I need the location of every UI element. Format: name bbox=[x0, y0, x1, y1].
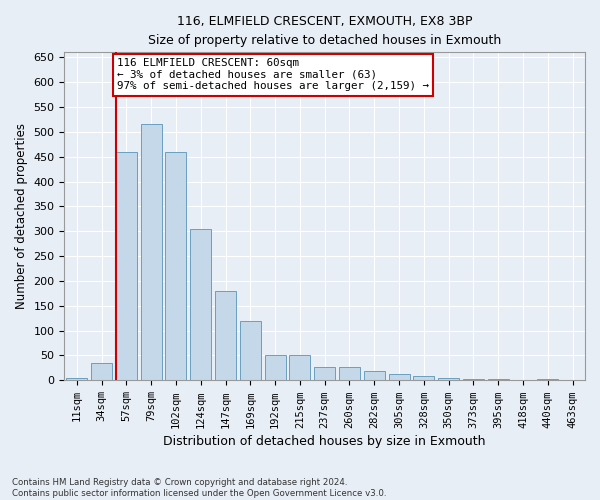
Bar bbox=[463, 379, 484, 380]
Bar bbox=[364, 372, 385, 380]
Bar bbox=[91, 363, 112, 380]
Y-axis label: Number of detached properties: Number of detached properties bbox=[15, 124, 28, 310]
Bar bbox=[438, 378, 459, 380]
Bar bbox=[240, 320, 261, 380]
Bar bbox=[215, 291, 236, 380]
Bar bbox=[116, 152, 137, 380]
Bar bbox=[389, 374, 410, 380]
Bar bbox=[314, 367, 335, 380]
Text: 116 ELMFIELD CRESCENT: 60sqm
← 3% of detached houses are smaller (63)
97% of sem: 116 ELMFIELD CRESCENT: 60sqm ← 3% of det… bbox=[117, 58, 429, 92]
Bar bbox=[413, 376, 434, 380]
Bar bbox=[289, 356, 310, 380]
Bar bbox=[166, 152, 187, 380]
Bar bbox=[265, 356, 286, 380]
Bar bbox=[66, 378, 88, 380]
X-axis label: Distribution of detached houses by size in Exmouth: Distribution of detached houses by size … bbox=[163, 434, 486, 448]
Bar bbox=[339, 367, 360, 380]
Title: 116, ELMFIELD CRESCENT, EXMOUTH, EX8 3BP
Size of property relative to detached h: 116, ELMFIELD CRESCENT, EXMOUTH, EX8 3BP… bbox=[148, 15, 502, 47]
Text: Contains HM Land Registry data © Crown copyright and database right 2024.
Contai: Contains HM Land Registry data © Crown c… bbox=[12, 478, 386, 498]
Bar bbox=[190, 229, 211, 380]
Bar bbox=[140, 124, 162, 380]
